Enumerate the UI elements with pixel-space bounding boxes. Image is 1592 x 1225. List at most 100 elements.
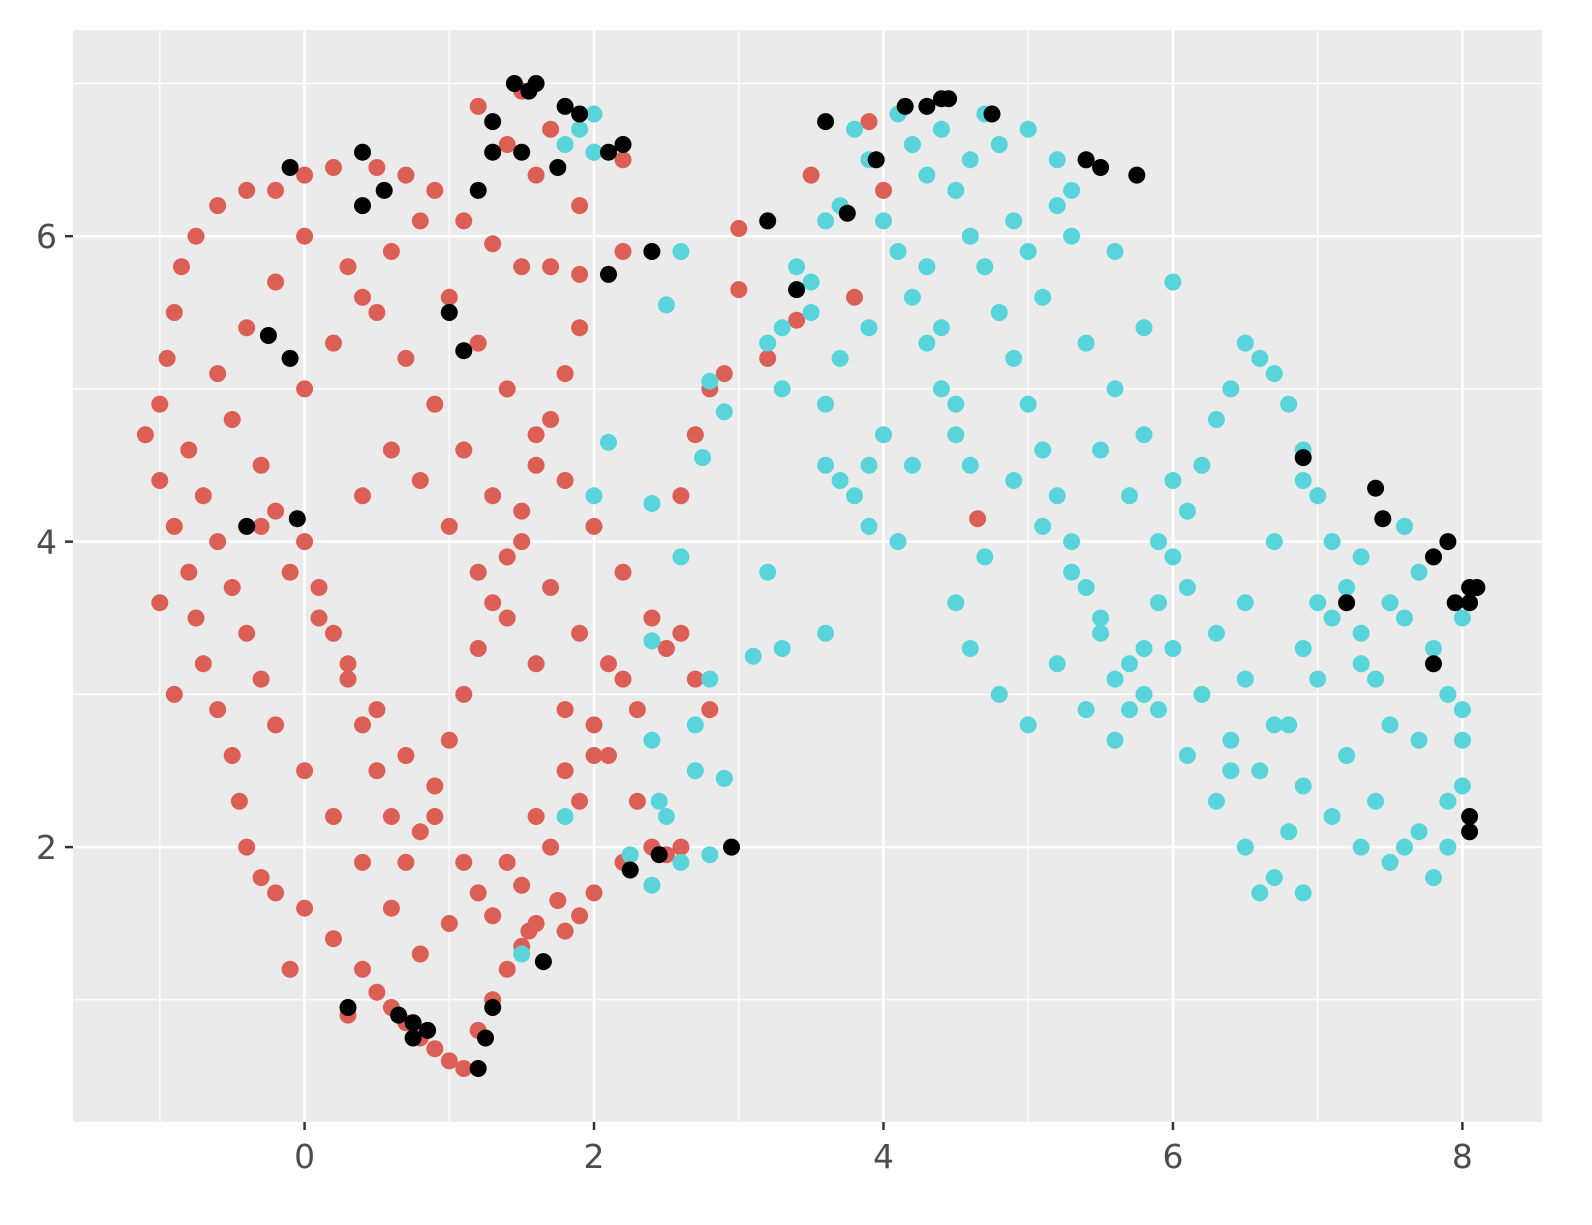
- data-point: [643, 609, 661, 627]
- data-point: [469, 640, 487, 657]
- data-point: [838, 204, 856, 222]
- data-point: [209, 701, 227, 719]
- data-point: [527, 426, 545, 444]
- data-point: [542, 411, 560, 428]
- data-point: [455, 441, 473, 459]
- data-point: [310, 609, 328, 627]
- data-point: [932, 120, 950, 138]
- data-point: [744, 647, 762, 665]
- data-point: [585, 143, 603, 161]
- data-point: [527, 808, 545, 825]
- data-point: [339, 258, 357, 276]
- data-point: [165, 517, 183, 535]
- data-point: [354, 960, 371, 978]
- data-point: [1294, 640, 1312, 657]
- data-point: [1178, 579, 1196, 596]
- data-point: [397, 349, 415, 367]
- data-point: [817, 395, 835, 413]
- data-point: [484, 235, 502, 253]
- data-point: [1019, 395, 1037, 413]
- data-point: [325, 624, 342, 642]
- data-point: [498, 960, 516, 978]
- data-point: [585, 884, 603, 902]
- data-point: [614, 243, 632, 260]
- data-point: [860, 456, 878, 474]
- data-point: [1396, 838, 1413, 856]
- data-point: [484, 113, 502, 131]
- data-point: [773, 640, 791, 657]
- y-tick-label: 2: [36, 828, 57, 867]
- data-point: [556, 701, 574, 719]
- data-point: [650, 846, 668, 864]
- data-point: [238, 624, 256, 642]
- data-point: [1425, 548, 1442, 566]
- data-point: [1461, 823, 1479, 841]
- data-point: [643, 243, 661, 260]
- data-point: [469, 181, 487, 199]
- data-point: [1164, 472, 1182, 489]
- data-point: [600, 433, 617, 451]
- data-point: [267, 716, 285, 734]
- data-point: [354, 487, 371, 505]
- data-point: [542, 120, 560, 138]
- data-point: [397, 853, 415, 871]
- data-point: [325, 930, 342, 948]
- data-point: [1265, 716, 1283, 734]
- data-point: [527, 75, 545, 92]
- data-point: [238, 517, 256, 535]
- data-point: [773, 380, 791, 398]
- data-point: [180, 441, 198, 459]
- data-point: [1135, 685, 1153, 703]
- data-point: [1106, 670, 1124, 688]
- data-point: [187, 609, 205, 627]
- data-point: [802, 166, 820, 184]
- data-point: [354, 853, 371, 871]
- data-point: [238, 838, 256, 856]
- data-point: [368, 762, 386, 780]
- data-point: [817, 212, 835, 230]
- x-tick-label: 2: [584, 1137, 605, 1176]
- data-point: [1468, 579, 1486, 596]
- data-point: [1019, 243, 1037, 260]
- data-point: [831, 472, 849, 489]
- data-point: [1121, 701, 1138, 719]
- data-point: [426, 777, 444, 795]
- data-point: [173, 258, 190, 276]
- data-point: [354, 716, 371, 734]
- data-point: [440, 1052, 458, 1070]
- data-point: [628, 792, 646, 810]
- data-point: [267, 884, 285, 902]
- data-point: [1034, 517, 1052, 535]
- data-point: [585, 105, 603, 123]
- data-point: [875, 426, 892, 444]
- data-point: [723, 838, 740, 856]
- data-point: [643, 495, 661, 512]
- data-point: [375, 181, 393, 199]
- data-point: [1092, 441, 1110, 459]
- data-point: [1222, 380, 1240, 398]
- data-point: [614, 151, 632, 169]
- y-tick-label: 4: [36, 523, 57, 562]
- data-point: [817, 456, 835, 474]
- data-point: [585, 716, 603, 734]
- data-point: [903, 136, 921, 153]
- data-point: [520, 922, 538, 940]
- data-point: [209, 365, 227, 383]
- data-point: [1048, 487, 1066, 505]
- data-point: [513, 876, 531, 894]
- data-point: [875, 212, 892, 230]
- data-point: [1425, 869, 1442, 887]
- data-point: [976, 548, 994, 566]
- data-point: [1135, 640, 1153, 657]
- data-point: [223, 579, 241, 596]
- data-point: [1352, 548, 1370, 566]
- data-point: [1063, 563, 1081, 581]
- data-point: [657, 296, 675, 314]
- data-point: [1092, 159, 1110, 176]
- y-axis: 2 4 6: [36, 217, 73, 867]
- data-point: [976, 258, 994, 276]
- x-tick-label: 4: [873, 1137, 894, 1176]
- data-point: [527, 456, 545, 474]
- data-point: [165, 685, 183, 703]
- data-point: [1236, 334, 1254, 352]
